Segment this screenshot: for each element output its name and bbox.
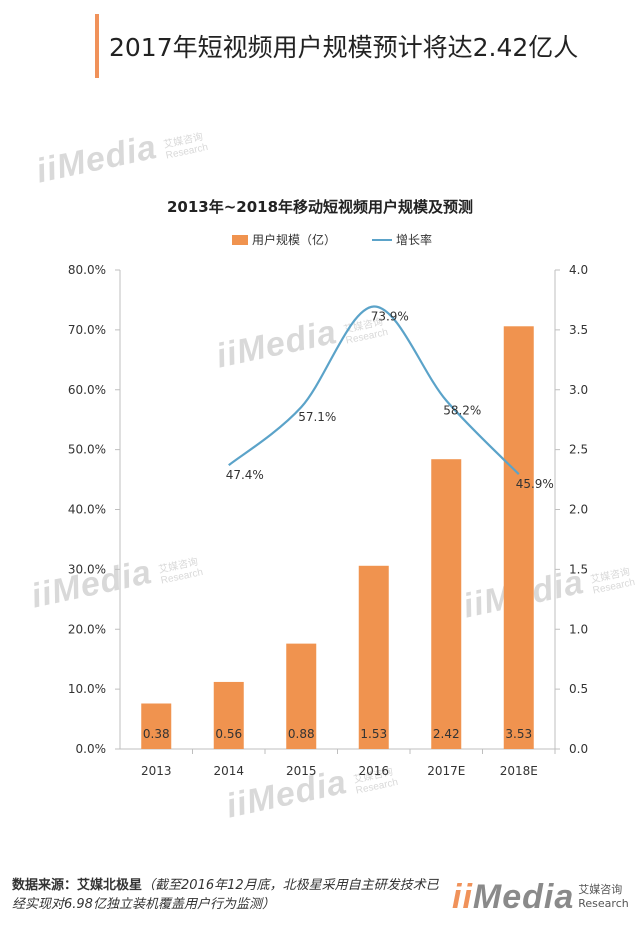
y-left-tick-label: 70.0% — [68, 323, 106, 337]
legend-label-bar: 用户规模（亿） — [252, 232, 336, 247]
bar-data-label: 3.53 — [505, 727, 532, 741]
axes — [119, 270, 556, 750]
brand-logo: iiMedia 艾媒咨询 Research — [452, 874, 629, 920]
line-data-label: 58.2% — [443, 404, 481, 418]
brand-cn: 艾媒咨询 — [578, 883, 623, 896]
y-left-tick-label: 30.0% — [68, 562, 106, 576]
y-axis-right: 0.0 0.5 1.0 1.5 2.0 2.5 3.0 3.5 4.0 — [555, 263, 588, 756]
legend-swatch-bar — [232, 235, 248, 245]
line-data-label: 73.9% — [371, 310, 409, 324]
bar — [431, 459, 462, 749]
watermark-sub: 艾媒咨询 Research — [163, 132, 209, 161]
watermark-sub-en: Research — [164, 141, 210, 162]
bar — [503, 326, 534, 749]
source-footer: 数据来源：艾媒北极星（截至2016年12月底，北极星采用自主研发技术已经实现对6… — [12, 876, 442, 914]
line-data-label: 45.9% — [516, 477, 554, 491]
line-data-label: 47.4% — [226, 468, 264, 482]
legend-label-line: 增长率 — [396, 232, 432, 247]
source-note: （截至2016年12月底，北极星采用自主研发技术已经实现对6.98亿独立装机覆盖… — [12, 878, 439, 912]
bar-data-label: 1.53 — [360, 727, 387, 741]
combo-chart: 2013年~2018年移动短视频用户规模及预测 用户规模（亿） 增长率 0.0%… — [68, 198, 588, 778]
brand-mark-ii: ii — [452, 877, 473, 916]
y-right-tick-label: 2.0 — [569, 503, 588, 517]
y-left-tick-label: 0.0% — [76, 742, 107, 756]
bar-data-label: 0.88 — [288, 727, 315, 741]
brand-mark: iiMedia — [452, 878, 574, 917]
y-right-tick-label: 1.5 — [569, 562, 588, 576]
bar-data-label: 0.56 — [215, 727, 242, 741]
watermark-sub-cn: 艾媒咨询 — [162, 132, 205, 152]
bar-data-label: 2.42 — [433, 727, 460, 741]
y-right-tick-label: 4.0 — [569, 263, 588, 277]
y-right-tick-label: 1.0 — [569, 622, 588, 636]
x-tick-label: 2014 — [213, 764, 244, 778]
bar — [358, 565, 389, 749]
x-tick-label: 2018E — [500, 764, 538, 778]
headline-text: 2017年短视频用户规模预计将达2.42亿人 — [109, 33, 579, 62]
y-axis-left: 0.0% 10.0% 20.0% 30.0% 40.0% 50.0% 60.0% 70.0% 8… — [68, 263, 120, 756]
line-series: 47.4% 57.1% 73.9% 58.2% 45.9% — [226, 305, 554, 491]
bar — [286, 643, 317, 749]
y-left-tick-label: 80.0% — [68, 263, 106, 277]
y-right-tick-label: 0.5 — [569, 682, 588, 696]
y-right-tick-label: 0.0 — [569, 742, 588, 756]
bar — [141, 703, 172, 749]
page-headline: 2017年短视频用户规模预计将达2.42亿人 — [95, 14, 578, 78]
x-tick-label: 2017E — [427, 764, 465, 778]
brand-mark-rest: Media — [472, 877, 575, 916]
bar-data-label: 0.38 — [143, 727, 170, 741]
y-left-tick-label: 50.0% — [68, 443, 106, 457]
y-right-tick-label: 3.0 — [569, 383, 588, 397]
line-data-label: 57.1% — [298, 410, 336, 424]
growth-rate-line — [228, 305, 520, 475]
x-tick-label: 2016 — [358, 764, 389, 778]
source-name: 艾媒北极星 — [77, 878, 143, 893]
x-tick-label: 2015 — [286, 764, 317, 778]
y-right-tick-label: 3.5 — [569, 323, 588, 337]
y-left-tick-label: 60.0% — [68, 383, 106, 397]
source-label: 数据来源： — [12, 878, 78, 893]
x-axis-labels: 2013 2014 2015 2016 2017E 2018E — [141, 749, 556, 778]
brand-text: 艾媒咨询 Research — [578, 883, 628, 911]
y-left-tick-label: 20.0% — [68, 622, 106, 636]
y-left-tick-label: 10.0% — [68, 682, 106, 696]
brand-en: Research — [578, 897, 629, 910]
bar-series: 0.38 0.56 0.88 1.53 2.42 3.53 — [141, 326, 534, 749]
y-right-tick-label: 2.5 — [569, 443, 588, 457]
chart-title: 2013年~2018年移动短视频用户规模及预测 — [167, 198, 473, 216]
y-left-tick-label: 40.0% — [68, 503, 106, 517]
chart-legend: 用户规模（亿） 增长率 — [232, 232, 432, 247]
bar — [213, 681, 244, 749]
x-tick-label: 2013 — [141, 764, 172, 778]
